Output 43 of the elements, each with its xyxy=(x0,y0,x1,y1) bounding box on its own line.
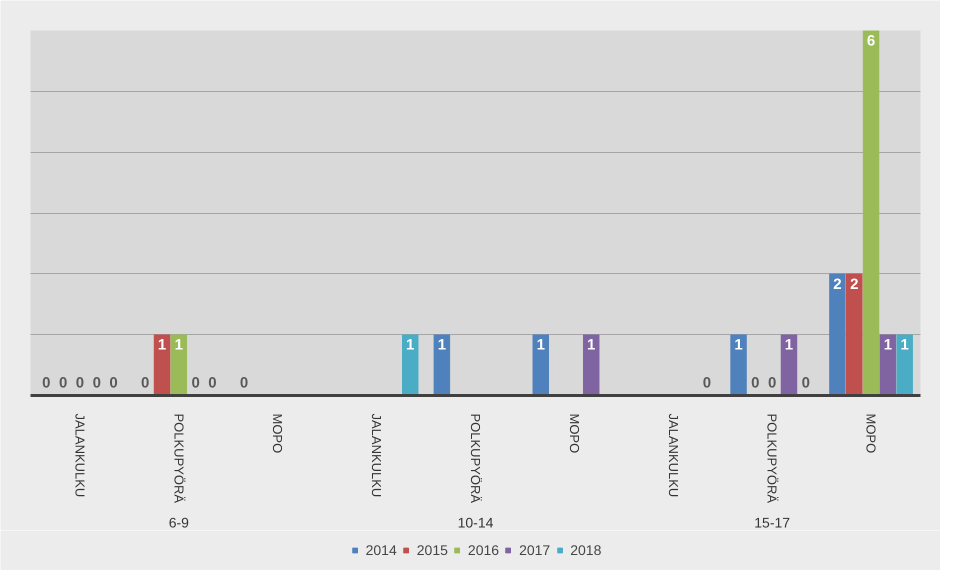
data-label: 0 xyxy=(240,374,248,392)
data-label: 1 xyxy=(587,336,596,354)
x-tick-label: MOPO xyxy=(566,414,582,454)
x-tick-label: POLKUPYÖRÄ xyxy=(171,414,186,504)
data-label: 0 xyxy=(191,374,200,392)
text: 10-14 xyxy=(458,514,494,530)
legend-label: 2018 xyxy=(570,542,602,558)
data-label: 1 xyxy=(438,336,446,354)
x-tick-label: JALANKULKU xyxy=(666,414,681,498)
data-label: 2 xyxy=(850,276,858,293)
x-tick-label: JALANKULKU xyxy=(72,414,88,498)
data-label: 2 xyxy=(833,276,842,293)
data-label: 0 xyxy=(141,374,150,392)
x-tick-label: MOPO xyxy=(270,414,286,454)
data-label: 0 xyxy=(42,374,50,392)
data-label: 0 xyxy=(802,374,810,392)
x-tick-label: POLKUPYÖRÄ xyxy=(764,414,780,504)
x-tick-label: POLKUPYÖRÄ xyxy=(468,414,483,504)
legend-label: 2017 xyxy=(519,542,550,558)
legend-label: 2014 xyxy=(366,542,397,558)
data-label: 1 xyxy=(174,336,184,354)
data-label: 0 xyxy=(109,374,118,392)
data-label: 0 xyxy=(702,374,712,392)
data-label: 1 xyxy=(900,336,909,354)
data-label: 6 xyxy=(866,32,876,50)
data-label: 1 xyxy=(536,336,545,354)
data-label: 1 xyxy=(734,336,743,354)
x-tick-label: MOPO xyxy=(864,414,879,454)
data-label: 0 xyxy=(751,374,760,392)
data-label: 1 xyxy=(884,336,892,354)
data-label: 0 xyxy=(76,374,84,392)
data-label: 1 xyxy=(158,336,166,354)
data-label: 1 xyxy=(406,336,414,354)
legend-label: 2015 xyxy=(416,542,448,558)
data-label: 0 xyxy=(208,374,217,392)
x-tick-label: JALANKULKU xyxy=(369,414,384,498)
data-label: 0 xyxy=(58,374,68,392)
data-label: 0 xyxy=(768,374,776,392)
legend-label: 2016 xyxy=(468,542,500,558)
text: 15-17 xyxy=(754,514,790,530)
text: 6-9 xyxy=(168,514,190,530)
data-label: 0 xyxy=(92,374,101,392)
data-label: 1 xyxy=(784,336,794,354)
